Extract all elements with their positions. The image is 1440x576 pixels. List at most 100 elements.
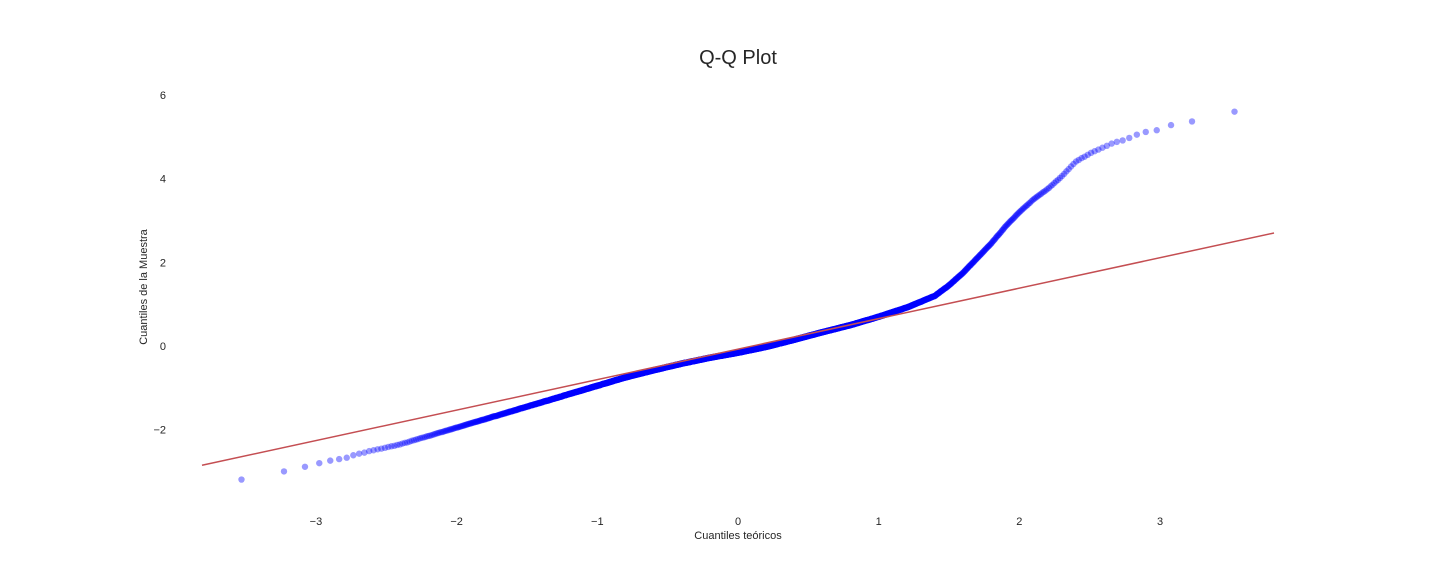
sample-point — [633, 371, 640, 378]
sample-point — [732, 349, 739, 357]
sample-point — [584, 385, 591, 392]
sample-point — [786, 337, 794, 345]
sample-point — [957, 272, 964, 279]
sample-point — [717, 352, 725, 360]
sample-point — [1020, 204, 1028, 212]
sample-point — [728, 350, 735, 358]
sample-point — [592, 383, 599, 390]
sample-point — [440, 428, 447, 435]
sample-point — [716, 352, 723, 360]
sample-point — [968, 260, 975, 268]
sample-point — [895, 306, 902, 314]
sample-point — [627, 372, 635, 380]
sample-point — [730, 350, 737, 357]
sample-point — [635, 370, 642, 378]
sample-point — [756, 345, 763, 352]
sample-point — [561, 392, 568, 399]
sample-point — [554, 394, 561, 401]
sample-point — [779, 339, 786, 347]
sample-point — [782, 338, 789, 346]
sample-point — [756, 345, 763, 352]
sample-point — [560, 392, 567, 399]
sample-point — [759, 344, 766, 351]
sample-point — [586, 385, 593, 392]
sample-point — [718, 352, 726, 359]
sample-point — [647, 367, 655, 375]
sample-point — [768, 342, 776, 349]
sample-point — [579, 386, 587, 394]
sample-point — [889, 309, 896, 316]
sample-point — [772, 341, 779, 348]
sample-point — [788, 337, 795, 344]
sample-point — [596, 381, 604, 389]
sample-point — [536, 399, 544, 406]
sample-point — [753, 345, 761, 352]
sample-point — [1095, 146, 1102, 153]
sample-point — [619, 374, 626, 382]
sample-point — [949, 278, 957, 285]
sample-point — [995, 231, 1003, 238]
sample-point — [715, 352, 722, 360]
sample-point — [747, 346, 754, 354]
sample-point — [505, 408, 512, 416]
sample-point — [726, 350, 734, 358]
sample-point — [934, 290, 942, 297]
sample-point — [651, 366, 659, 374]
sample-point — [597, 381, 604, 389]
sample-point — [749, 346, 757, 353]
sample-point — [790, 336, 798, 344]
sample-point — [617, 375, 625, 382]
sample-point — [611, 377, 619, 384]
sample-point — [767, 342, 775, 349]
sample-point — [769, 341, 776, 349]
sample-point — [790, 336, 798, 344]
sample-point — [722, 351, 729, 359]
sample-point — [884, 310, 892, 318]
sample-point — [491, 412, 498, 420]
sample-point — [640, 369, 648, 376]
sample-point — [416, 435, 424, 442]
sample-point — [654, 366, 662, 373]
sample-point — [777, 339, 785, 347]
sample-point — [606, 379, 613, 386]
sample-point — [710, 353, 717, 361]
sample-point — [993, 233, 1000, 241]
sample-point — [441, 427, 448, 435]
sample-point — [604, 379, 611, 386]
sample-point — [568, 389, 576, 397]
sample-point — [569, 389, 576, 397]
sample-point — [1002, 223, 1009, 230]
sample-point — [716, 352, 724, 360]
sample-point — [654, 366, 661, 373]
sample-point — [447, 426, 455, 433]
sample-point — [430, 431, 437, 438]
sample-point — [650, 366, 658, 374]
sample-point — [637, 370, 645, 377]
sample-point — [744, 347, 752, 354]
sample-point — [938, 287, 945, 295]
sample-point — [523, 403, 531, 410]
sample-point — [606, 378, 614, 386]
sample-point — [600, 380, 607, 388]
sample-point — [572, 389, 579, 396]
sample-point — [910, 301, 917, 308]
sample-point — [768, 342, 775, 349]
sample-point — [738, 348, 746, 355]
sample-point — [560, 392, 567, 399]
sample-point — [905, 303, 912, 311]
sample-point — [627, 372, 634, 380]
sample-point — [763, 343, 770, 351]
sample-point — [526, 402, 533, 409]
sample-point — [595, 382, 602, 389]
sample-point — [730, 350, 737, 357]
sample-point — [961, 267, 968, 275]
sample-point — [915, 299, 923, 306]
sample-point — [899, 305, 907, 312]
sample-point — [591, 383, 598, 390]
sample-point — [1075, 156, 1082, 164]
sample-point — [728, 350, 736, 357]
sample-point — [771, 341, 779, 348]
sample-point — [741, 347, 748, 355]
sample-point — [939, 286, 947, 294]
sample-point — [728, 350, 735, 358]
